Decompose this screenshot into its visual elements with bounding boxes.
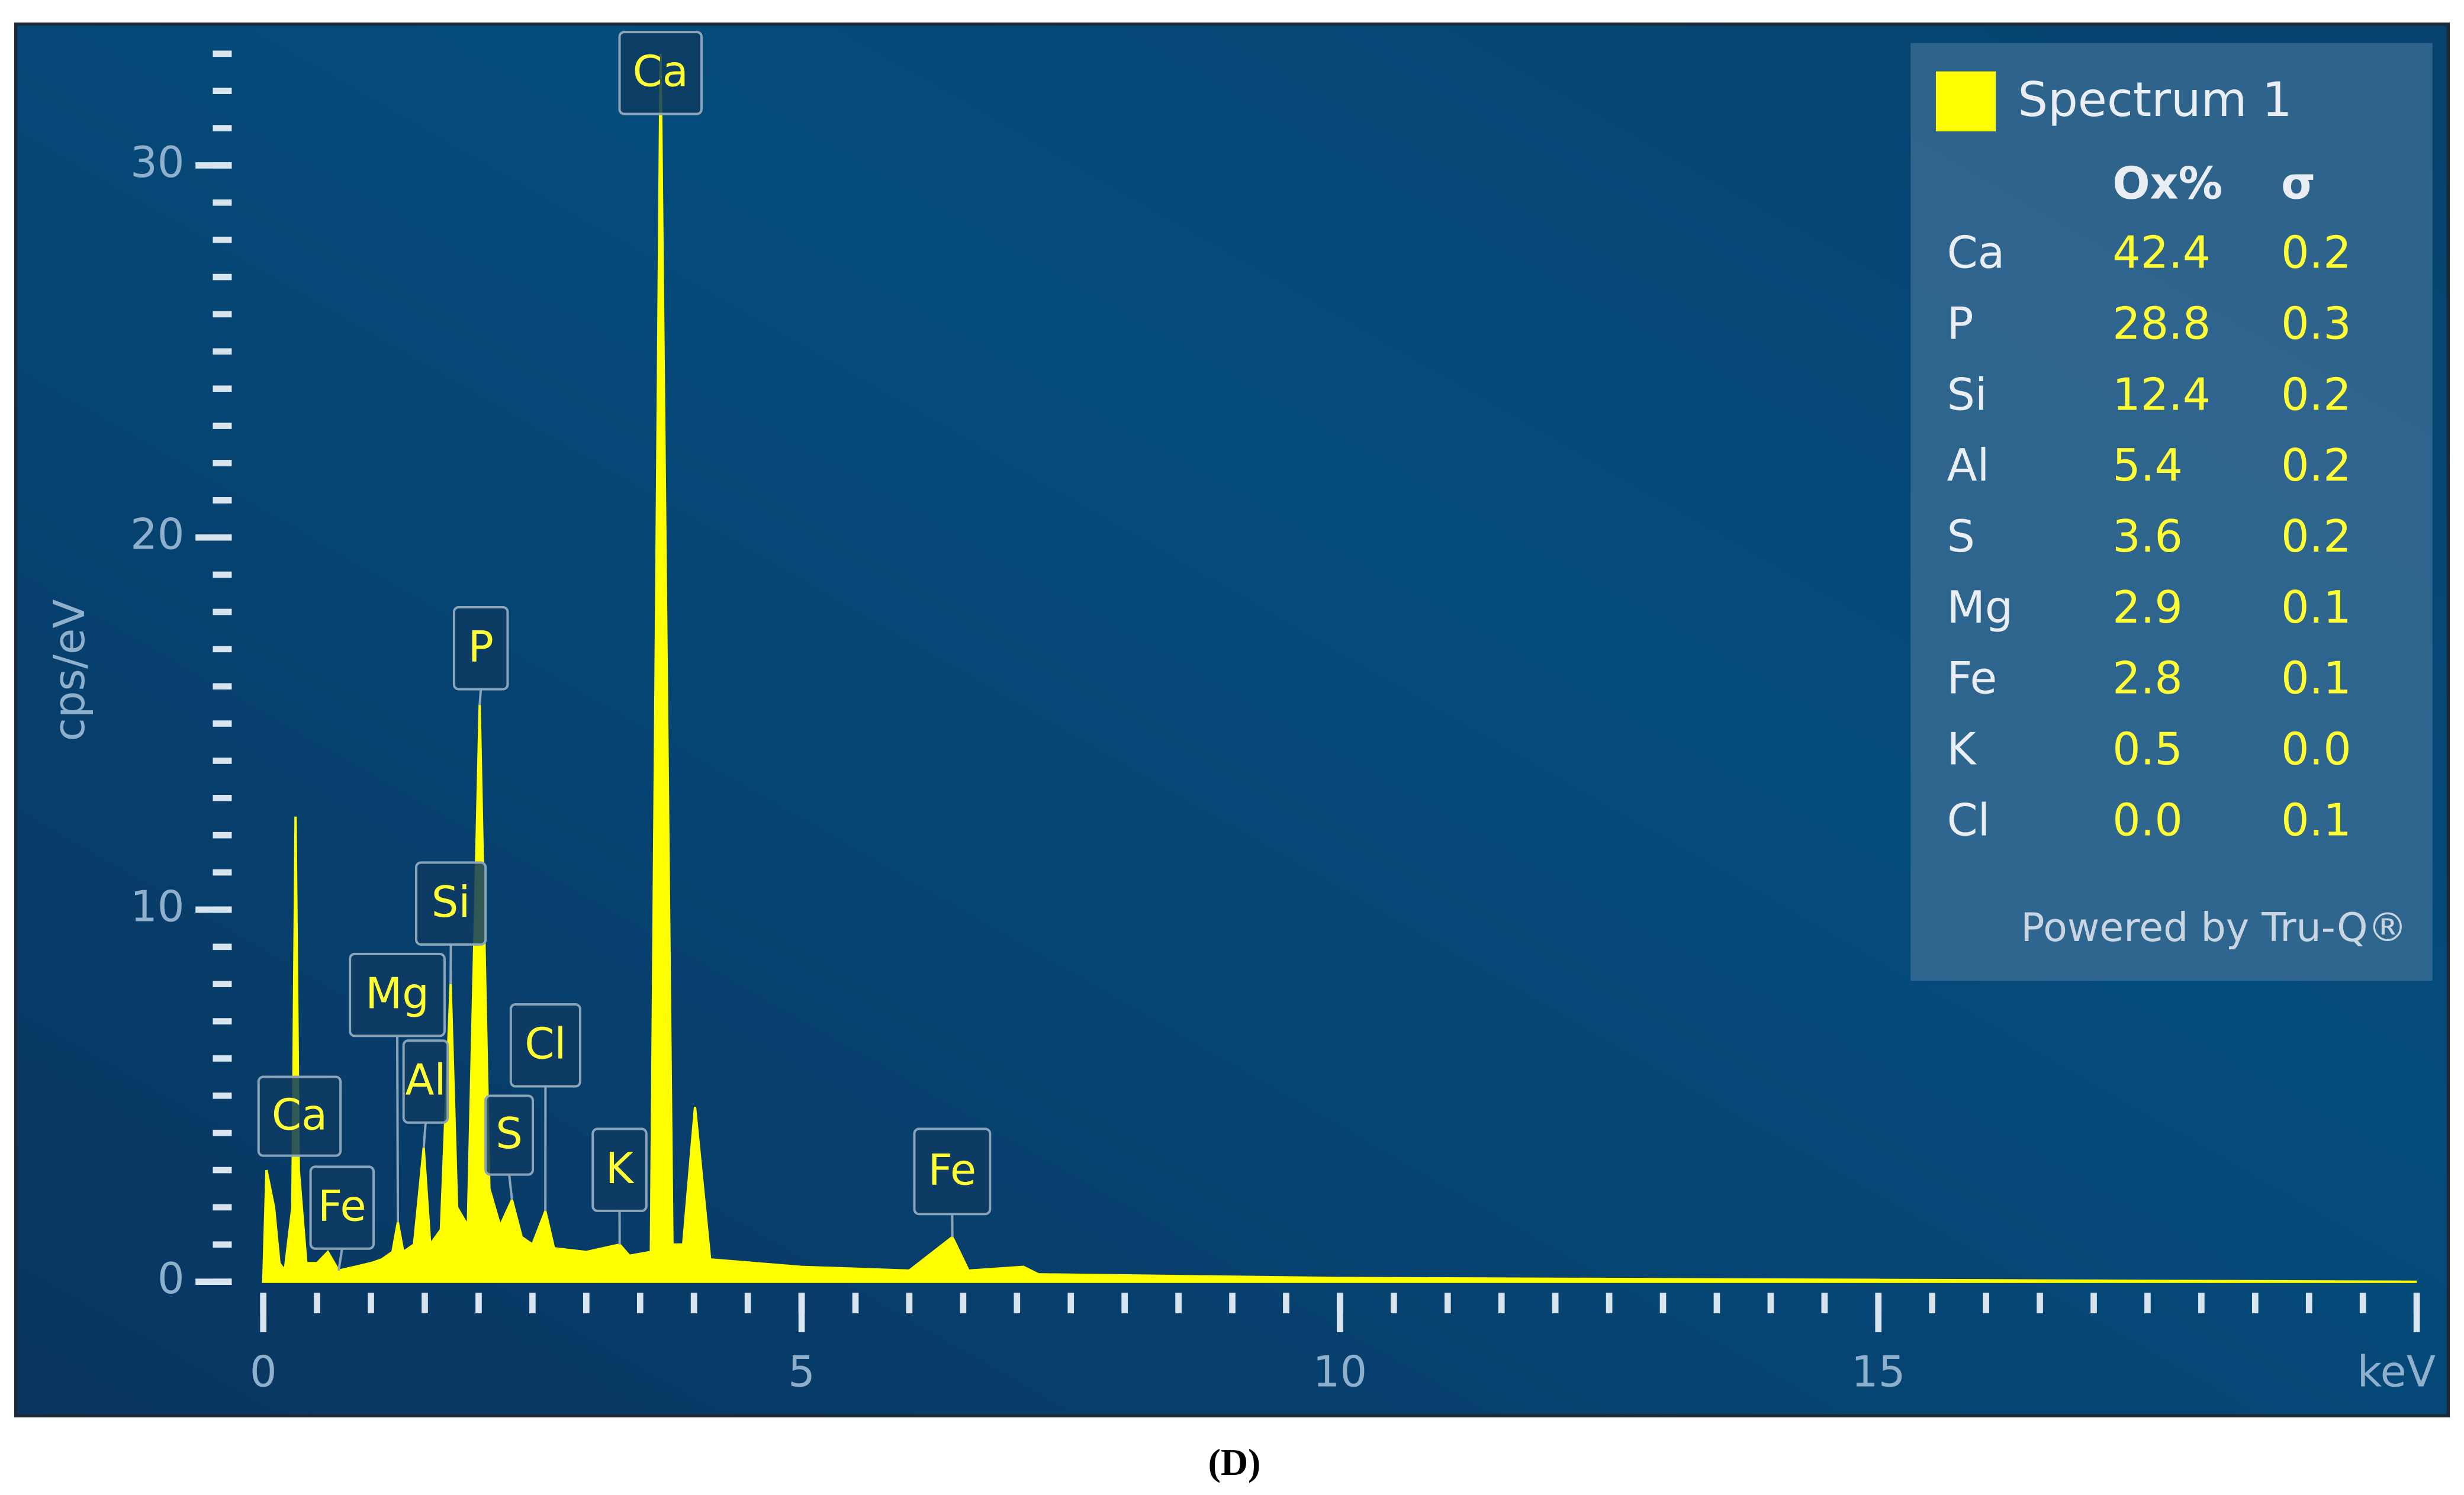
y-tick-label: 0 [157,1254,185,1303]
peak-label-box [402,1039,449,1124]
table-element: Ca [1947,227,2005,279]
x-tick-label: 10 [1313,1346,1367,1396]
peak-label: Ca [272,1090,327,1139]
table-element: Si [1947,369,1987,420]
peak-label-box [618,31,703,115]
peak-pointer [478,689,482,705]
table-cell: 0.3 [2281,298,2352,350]
table-header: σ [2281,158,2315,210]
table-cell: 0.0 [2281,723,2352,775]
peak-label-box [484,1094,535,1176]
peak-pointer [396,1036,400,1223]
table-cell: 2.8 [2112,653,2183,704]
peak-label-box [349,952,446,1038]
table-cell: 0.1 [2281,794,2352,846]
table-cell: 5.4 [2112,440,2183,491]
peak-pointer [337,1248,343,1271]
y-axis-label: cps/eV [44,599,94,741]
table-element: Mg [1947,582,2013,633]
peak-label-box [257,1075,342,1157]
x-tick-label: 15 [1851,1346,1905,1396]
table-element: S [1947,511,1975,562]
y-tick-label: 30 [130,137,184,187]
table-cell: 0.2 [2281,511,2352,562]
table-cell: 3.6 [2112,511,2183,562]
peak-label: Mg [365,968,429,1018]
peak-label: Si [432,877,471,927]
x-axis-label: keV [2357,1346,2436,1396]
table-cell: 42.4 [2112,227,2211,279]
caption: (D) [1208,1441,1261,1483]
peak-label-box [913,1127,992,1216]
panel-footer: Powered by Tru-Q® [2021,904,2407,951]
peak-label-box [452,606,509,691]
peak-label-box [591,1127,648,1212]
table-cell: 0.2 [2281,369,2352,420]
peak-label: Fe [928,1145,977,1194]
table-cell: 0.1 [2281,582,2352,633]
peak-label-box [509,1003,581,1088]
peak-label: K [606,1143,635,1193]
spectrum [262,53,2417,1283]
table-cell: 2.9 [2112,582,2183,633]
peak-label: Ca [633,47,689,96]
table-cell: 0.5 [2112,723,2183,775]
table-element: Cl [1947,794,1990,846]
peak-pointer [422,1122,427,1148]
table-header: Ox% [2112,158,2222,210]
table-cell: 0.2 [2281,227,2352,279]
table-element: Al [1947,440,1990,491]
x-tick-label: 0 [250,1346,277,1396]
peak-label: Cl [525,1019,566,1068]
table-cell: 0.2 [2281,440,2352,491]
peak-label: S [496,1109,523,1158]
peak-pointer [508,1174,513,1200]
peak-label-box [414,861,487,946]
table-cell: 0.1 [2281,653,2352,704]
y-tick-label: 10 [130,881,184,931]
x-tick-label: 5 [788,1346,815,1396]
results-panel [1910,43,2433,981]
table-element: Fe [1947,653,1997,704]
table-element: K [1947,723,1977,775]
table-element: P [1947,298,1974,350]
table-cell: 0.0 [2112,794,2183,846]
peak-label: P [468,621,493,671]
table-cell: 12.4 [2112,369,2211,420]
legend-swatch [1935,71,1996,131]
table-cell: 28.8 [2112,298,2211,350]
y-tick-label: 20 [130,510,184,559]
peak-label: Al [405,1055,446,1105]
legend-label: Spectrum 1 [2018,72,2292,127]
peak-label-box [309,1165,375,1250]
peak-label: Fe [318,1181,366,1231]
